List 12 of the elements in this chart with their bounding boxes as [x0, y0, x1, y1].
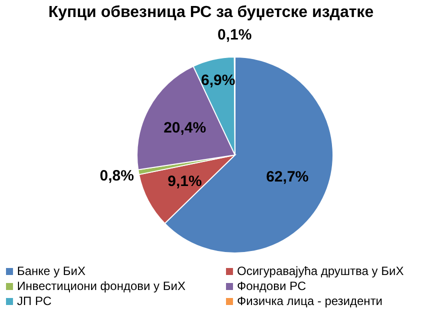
legend-label: Физичка лица - резиденти: [237, 294, 383, 308]
data-label: 0,1%: [218, 26, 252, 44]
legend-label: Банке у БиХ: [17, 264, 86, 278]
chart-title: Купци обвезница РС за буџетске издатке: [47, 3, 375, 23]
legend-label: Фондови РС: [237, 279, 306, 293]
legend-label: Инвестициони фондови у БиХ: [17, 279, 186, 293]
data-label: 20,4%: [164, 120, 206, 137]
legend-label: Осигуравајућа друштва у БиХ: [237, 264, 404, 278]
data-label: 0,8%: [100, 168, 134, 185]
data-label: 9,1%: [168, 173, 202, 190]
data-label: 62,7%: [266, 168, 309, 186]
legend-label: ЈП РС: [17, 294, 52, 308]
